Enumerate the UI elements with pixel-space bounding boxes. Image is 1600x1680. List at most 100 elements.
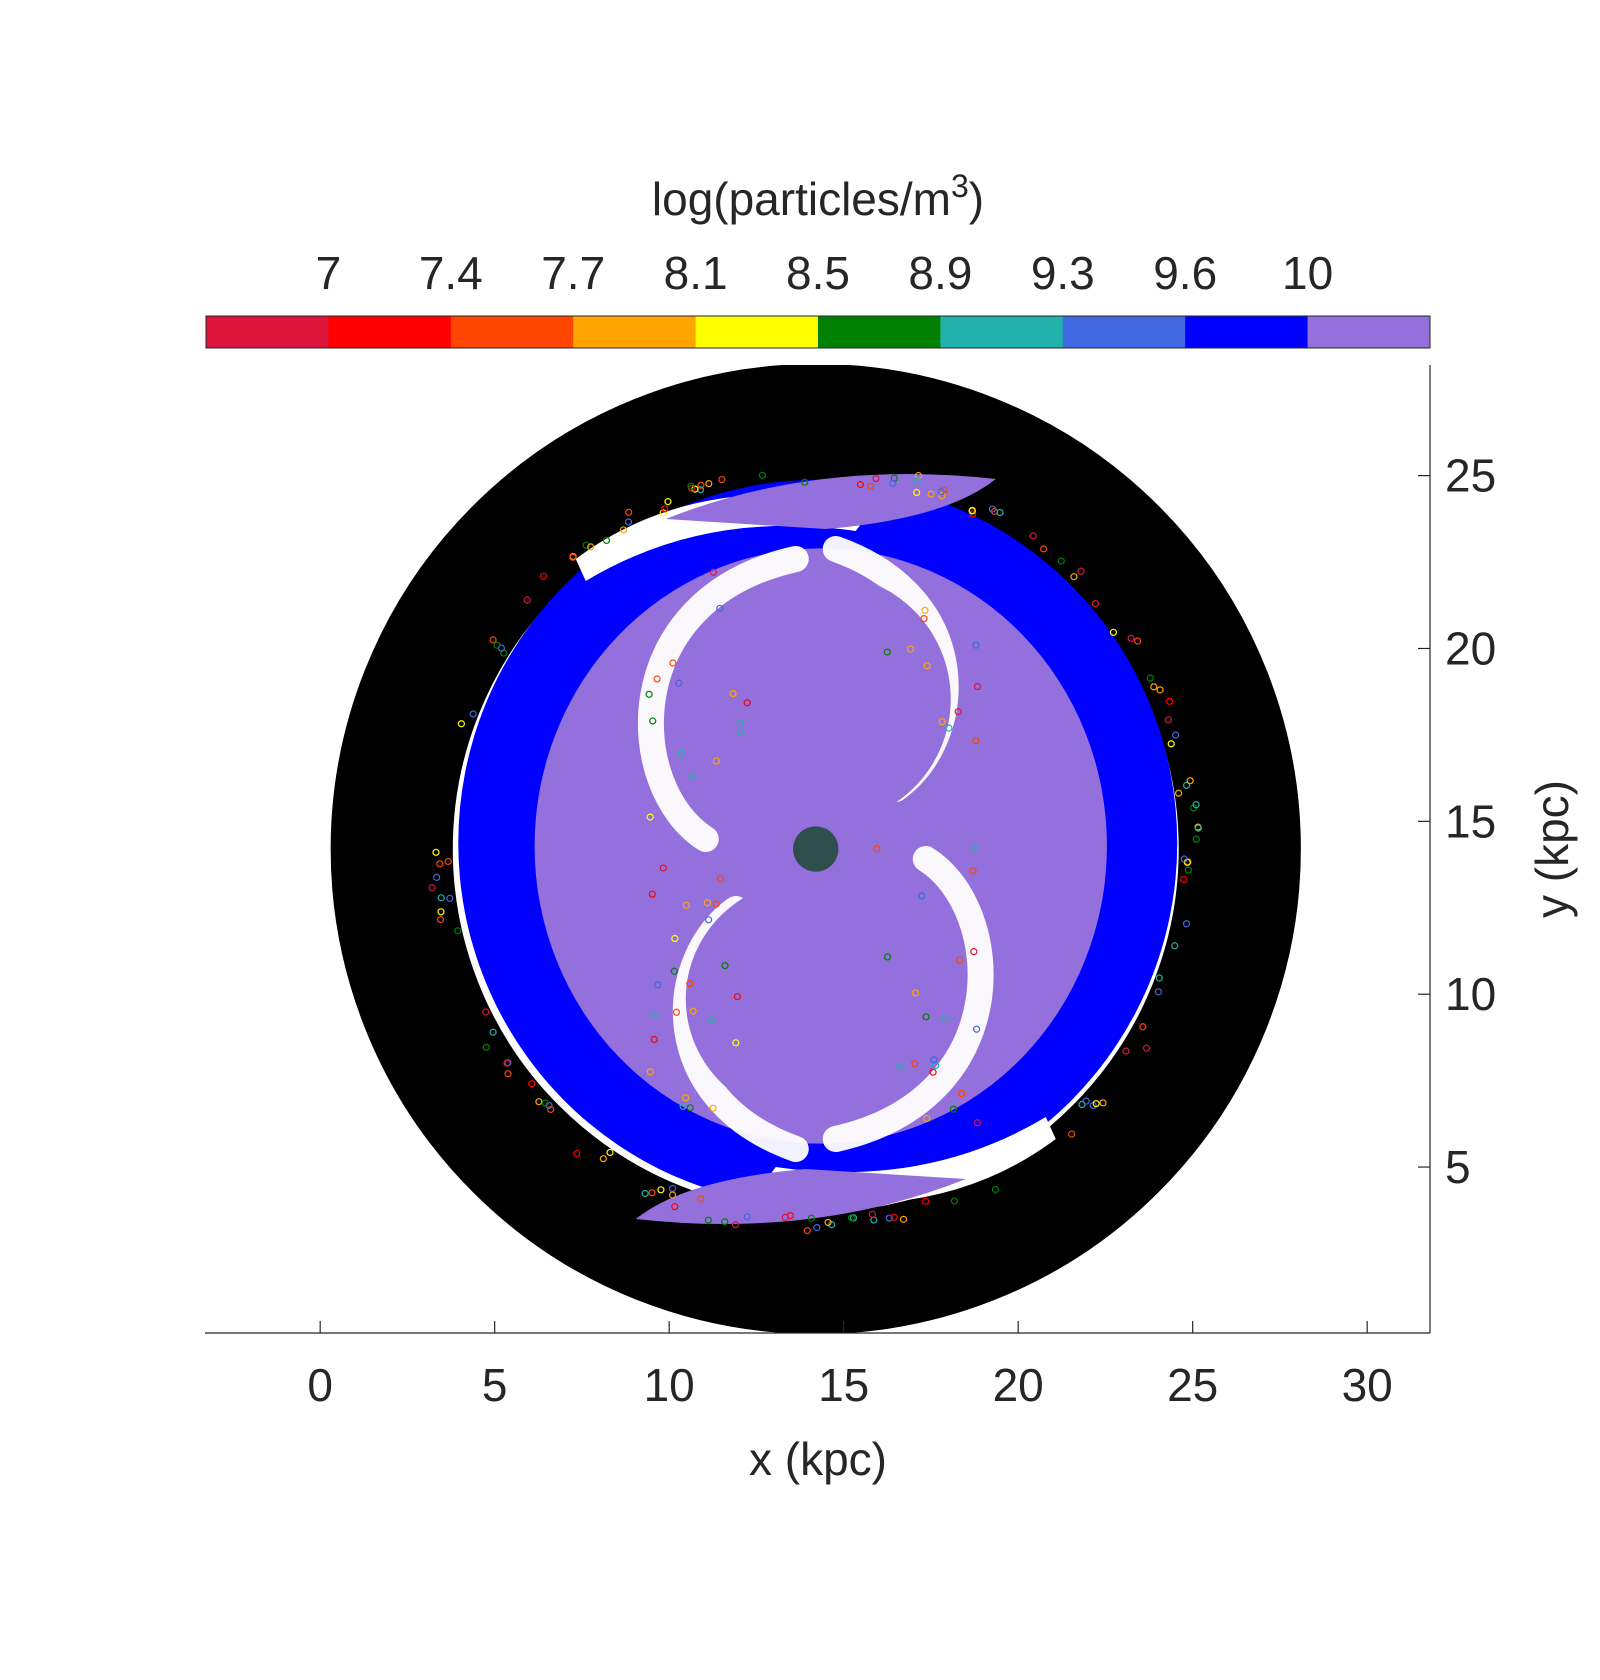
colorbar-segment xyxy=(206,316,329,348)
particle xyxy=(847,1214,856,1222)
particle xyxy=(1167,740,1175,748)
particle xyxy=(867,482,875,490)
particle xyxy=(923,1114,931,1122)
colorbar-tick-label: 7 xyxy=(316,247,342,299)
particle xyxy=(969,510,977,518)
particle xyxy=(921,606,929,614)
particle xyxy=(918,892,926,900)
lavender-bubble-upper xyxy=(700,574,951,824)
particle xyxy=(482,1008,490,1016)
particle xyxy=(428,884,436,892)
particle xyxy=(1192,835,1200,843)
x-ticks: 0 5 10 15 20 25 30 xyxy=(307,1321,1393,1411)
particle xyxy=(659,509,667,517)
particle xyxy=(653,675,661,683)
particle xyxy=(545,1101,553,1110)
particle xyxy=(729,690,737,698)
colorbar-segments xyxy=(206,316,1431,348)
particle xyxy=(659,864,667,872)
colorbar-label-exponent: 3 xyxy=(951,168,969,204)
particle xyxy=(654,981,662,989)
colorbar-segment xyxy=(940,316,1064,348)
particle xyxy=(709,1104,717,1112)
particle xyxy=(675,679,683,687)
particle xyxy=(436,916,445,924)
particle xyxy=(828,1221,836,1229)
particle xyxy=(619,526,628,534)
particle xyxy=(899,1215,908,1223)
particle xyxy=(528,1080,536,1088)
particle xyxy=(489,636,497,644)
particle xyxy=(671,1203,679,1211)
colorbar-segment xyxy=(818,316,941,348)
particle xyxy=(996,508,1004,517)
particle xyxy=(504,1070,512,1078)
particle xyxy=(624,518,633,526)
particle xyxy=(650,1035,658,1044)
particle xyxy=(677,749,685,757)
particle xyxy=(732,1039,740,1047)
particle xyxy=(938,718,946,726)
particle xyxy=(1156,686,1164,694)
particle xyxy=(1146,674,1154,682)
particle xyxy=(1192,801,1200,809)
particle xyxy=(969,867,977,875)
particle xyxy=(889,479,897,487)
particle xyxy=(541,1099,549,1107)
particle xyxy=(1182,781,1191,790)
particle xyxy=(970,948,978,956)
lane-lower-right xyxy=(822,846,994,1152)
colorbar-tick-label: 10 xyxy=(1282,247,1333,299)
particle xyxy=(469,710,477,718)
particle xyxy=(703,899,712,907)
particle xyxy=(941,1015,949,1023)
particle xyxy=(758,471,767,479)
particle xyxy=(437,894,445,902)
colorbar-tick-label: 9.6 xyxy=(1153,247,1217,299)
particle xyxy=(705,916,713,924)
particle xyxy=(868,1210,877,1218)
particle xyxy=(883,648,891,656)
outer-ring xyxy=(330,365,1301,1333)
particle xyxy=(743,699,751,707)
particle xyxy=(1029,532,1037,540)
y-tick-label: 20 xyxy=(1445,622,1496,674)
particle xyxy=(938,492,946,500)
particle xyxy=(954,708,962,716)
particle xyxy=(949,1105,958,1113)
particle xyxy=(686,1104,694,1112)
x-tick-label: 5 xyxy=(482,1359,508,1411)
particle xyxy=(716,875,725,883)
particle xyxy=(973,682,982,691)
particle xyxy=(664,498,672,506)
particle xyxy=(1082,1097,1090,1105)
particle xyxy=(1133,637,1142,645)
particle xyxy=(587,543,595,551)
colorbar-tick-labels: 7 7.4 7.7 8.1 8.5 8.9 9.3 9.6 10 xyxy=(316,247,1334,299)
particle xyxy=(493,641,501,649)
particle xyxy=(896,1063,904,1071)
colorbar-tick-label: 8.1 xyxy=(664,247,728,299)
colorbar-label: log(particles/m3) xyxy=(652,168,984,225)
particle xyxy=(912,989,920,997)
particle xyxy=(547,1105,555,1114)
x-tick-label: 20 xyxy=(993,1359,1044,1411)
particle xyxy=(1142,1044,1151,1052)
particle xyxy=(1150,683,1158,691)
particle xyxy=(697,1195,705,1203)
particle xyxy=(937,488,945,496)
colorbar-tick-label: 7.4 xyxy=(419,247,483,299)
x-tick-label: 25 xyxy=(1167,1359,1218,1411)
y-tick-label: 25 xyxy=(1445,450,1496,502)
colorbar-segment xyxy=(573,316,697,348)
plot-area xyxy=(330,365,1301,1333)
particle xyxy=(679,1102,687,1110)
particle xyxy=(648,1189,656,1197)
particle xyxy=(950,1197,958,1205)
particle xyxy=(602,536,611,545)
particle xyxy=(733,993,742,1001)
particle xyxy=(920,615,928,623)
colorbar-tick-label: 9.3 xyxy=(1031,247,1095,299)
particle xyxy=(687,482,695,490)
